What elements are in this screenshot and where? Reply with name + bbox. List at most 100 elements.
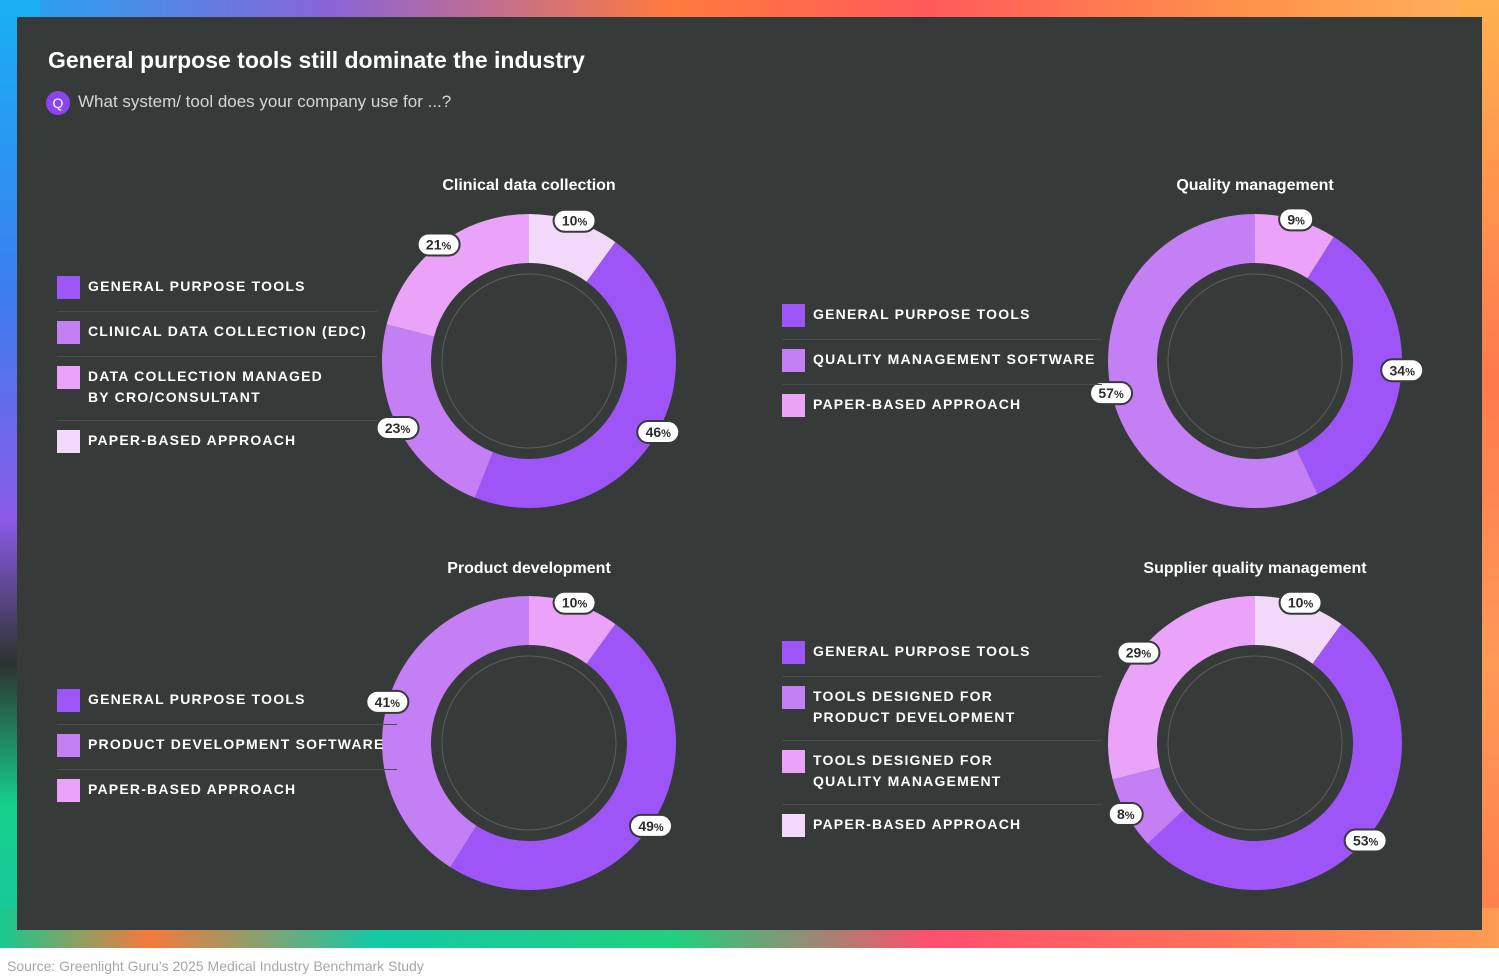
survey-question: What system/ tool does your company use … (78, 92, 452, 111)
decorative-frame: General purpose tools still dominate the… (0, 0, 1499, 948)
legend-swatch (57, 779, 80, 802)
legend-label: GENERAL PURPOSE TOOLS (813, 643, 1031, 659)
svg-text:10%: 10% (1288, 595, 1314, 611)
legend-item: PAPER-BASED APPROACH (782, 805, 1102, 849)
donut-slice-data-collection-managed-by-cro-consultant (386, 214, 529, 337)
chart-title: Product development (447, 560, 611, 577)
question-icon: Q (46, 91, 70, 115)
legend-label: GENERAL PURPOSE TOOLS (88, 278, 306, 294)
data-label-data-collection-managed-by-cro-consultant: 21% (416, 232, 461, 257)
legend-label: TOOLS DESIGNED FOR PRODUCT DEVELOPMENT (813, 688, 1016, 725)
legend-item: PAPER-BASED APPROACH (57, 421, 377, 465)
legend-swatch (57, 321, 80, 344)
data-label-general-purpose-tools: 49% (628, 813, 673, 838)
donut-slice-product-development-software (381, 596, 529, 868)
donut-slice-general-purpose-tools (1296, 236, 1402, 495)
data-label-tools-designed-for-quality-management: 29% (1116, 640, 1161, 665)
svg-text:34%: 34% (1390, 362, 1416, 378)
legend-swatch (782, 349, 805, 372)
legend-label: QUALITY MANAGEMENT SOFTWARE (813, 351, 1096, 367)
legend-swatch (782, 304, 805, 327)
legend-swatch (782, 750, 805, 773)
data-label-paper-based-approach: 10% (552, 208, 597, 233)
legend-supplier-quality-management: GENERAL PURPOSE TOOLS TOOLS DESIGNED FOR … (782, 632, 1102, 849)
legend-item: GENERAL PURPOSE TOOLS (782, 295, 1102, 340)
data-label-quality-management-software: 57% (1089, 381, 1134, 406)
svg-text:8%: 8% (1117, 806, 1135, 822)
donut-slice-paper-based-approach (1255, 596, 1342, 664)
legend-item: PAPER-BASED APPROACH (782, 385, 1102, 429)
legend-label: PAPER-BASED APPROACH (88, 781, 297, 797)
data-label-paper-based-approach: 10% (552, 590, 597, 615)
legend-label: PRODUCT DEVELOPMENT SOFTWARE (88, 736, 385, 752)
donut-chart-quality-management: Quality management 9% 34% 57% (1089, 177, 1425, 508)
chart-title: Supplier quality management (1143, 560, 1367, 577)
legend-label: TOOLS DESIGNED FOR QUALITY MANAGEMENT (813, 752, 1002, 789)
legend-swatch (782, 394, 805, 417)
data-label-clinical-data-collection-edc: 23% (375, 415, 420, 440)
chart-title: Clinical data collection (442, 177, 615, 194)
legend-label: DATA COLLECTION MANAGED BY CRO/CONSULTAN… (88, 368, 323, 405)
legend-swatch (782, 686, 805, 709)
svg-text:46%: 46% (646, 424, 672, 440)
legend-item: QUALITY MANAGEMENT SOFTWARE (782, 340, 1102, 385)
donut-slice-clinical-data-collection-edc (381, 324, 493, 498)
donut-slice-tools-designed-for-quality-management (1108, 596, 1255, 780)
legend-label: PAPER-BASED APPROACH (88, 432, 297, 448)
legend-clinical-data-collection: GENERAL PURPOSE TOOLS CLINICAL DATA COLLE… (57, 267, 377, 465)
legend-swatch (57, 366, 80, 389)
legend-label: PAPER-BASED APPROACH (813, 396, 1022, 412)
donut-slice-general-purpose-tools (450, 624, 677, 891)
legend-item: TOOLS DESIGNED FOR QUALITY MANAGEMENT (782, 741, 1102, 805)
legend-swatch (782, 814, 805, 837)
svg-text:9%: 9% (1287, 211, 1305, 227)
donut-chart-supplier-quality-management: Supplier quality management 10% 53% 8% 29% (1107, 560, 1402, 890)
donut-slice-quality-management-software (1108, 214, 1318, 508)
donut-slice-paper-based-approach (1255, 214, 1334, 279)
legend-label: CLINICAL DATA COLLECTION (EDC) (88, 323, 367, 339)
donut-slice-general-purpose-tools (1147, 624, 1402, 890)
infographic-panel: General purpose tools still dominate the… (17, 17, 1482, 930)
inner-ring (1167, 273, 1343, 449)
svg-text:23%: 23% (385, 420, 411, 436)
legend-label: GENERAL PURPOSE TOOLS (88, 691, 306, 707)
legend-item: TOOLS DESIGNED FOR PRODUCT DEVELOPMENT (782, 677, 1102, 741)
legend-swatch (57, 734, 80, 757)
svg-text:49%: 49% (638, 818, 664, 834)
legend-item: DATA COLLECTION MANAGED BY CRO/CONSULTAN… (57, 357, 377, 421)
donut-slice-paper-based-approach (529, 214, 616, 282)
donut-charts: Clinical data collection 10% 46% 23% 21% Qual… (365, 177, 1425, 891)
inner-ring (441, 655, 617, 831)
legend-item: GENERAL PURPOSE TOOLS (782, 632, 1102, 677)
svg-text:29%: 29% (1126, 645, 1152, 661)
data-label-general-purpose-tools: 53% (1343, 828, 1388, 853)
data-label-tools-designed-for-product-development: 8% (1107, 802, 1144, 827)
legend-item: CLINICAL DATA COLLECTION (EDC) (57, 312, 377, 357)
legend-label: GENERAL PURPOSE TOOLS (813, 306, 1031, 322)
svg-text:53%: 53% (1353, 833, 1379, 849)
svg-text:10%: 10% (562, 213, 588, 229)
data-label-paper-based-approach: 9% (1278, 207, 1315, 232)
legend-swatch (57, 689, 80, 712)
inner-ring (1167, 655, 1343, 831)
legend-label: PAPER-BASED APPROACH (813, 816, 1022, 832)
legend-quality-management: GENERAL PURPOSE TOOLS QUALITY MANAGEMENT … (782, 295, 1102, 429)
legend-item: GENERAL PURPOSE TOOLS (57, 267, 377, 312)
data-label-product-development-software: 41% (365, 689, 410, 714)
svg-text:21%: 21% (426, 236, 452, 252)
donut-slice-tools-designed-for-product-development (1112, 767, 1184, 844)
legend-item: PAPER-BASED APPROACH (57, 770, 397, 814)
legend-swatch (57, 430, 80, 453)
legend-swatch (57, 276, 80, 299)
svg-text:10%: 10% (562, 595, 588, 611)
donut-slice-general-purpose-tools (474, 242, 677, 508)
source-note: Source: Greenlight Guru’s 2025 Medical I… (7, 958, 424, 974)
legend-swatch (782, 641, 805, 664)
data-label-general-purpose-tools: 46% (636, 420, 681, 445)
legend-item: GENERAL PURPOSE TOOLS (57, 680, 397, 725)
donut-chart-clinical-data-collection: Clinical data collection 10% 46% 23% 21% (375, 177, 681, 508)
svg-text:41%: 41% (375, 694, 401, 710)
donut-chart-product-development: Product development 10% 49% 41% (365, 560, 677, 891)
data-label-general-purpose-tools: 34% (1380, 358, 1425, 383)
legend-product-development: GENERAL PURPOSE TOOLS PRODUCT DEVELOPMENT… (57, 680, 397, 814)
